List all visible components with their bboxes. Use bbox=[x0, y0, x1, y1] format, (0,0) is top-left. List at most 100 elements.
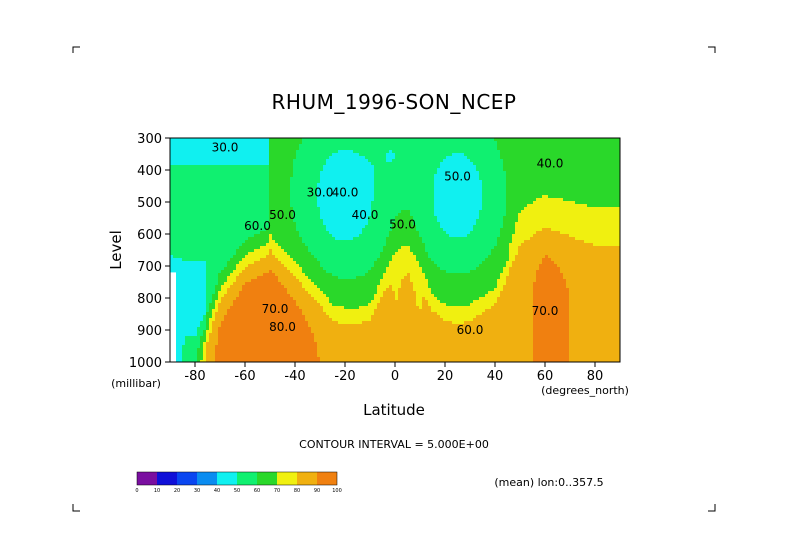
field-cell bbox=[209, 258, 213, 262]
field-cell bbox=[305, 249, 309, 253]
field-cell bbox=[362, 267, 366, 271]
field-cell bbox=[344, 213, 348, 217]
field-cell bbox=[323, 231, 327, 235]
field-cell bbox=[245, 237, 249, 241]
field-cell bbox=[338, 180, 342, 184]
field-cell bbox=[185, 234, 189, 238]
field-cell bbox=[293, 174, 297, 178]
field-cell bbox=[227, 264, 231, 268]
field-cell bbox=[236, 159, 240, 163]
field-cell bbox=[179, 297, 183, 301]
field-cell bbox=[326, 243, 330, 247]
field-cell bbox=[320, 255, 324, 259]
field-cell bbox=[209, 228, 213, 232]
field-cell bbox=[296, 315, 300, 319]
field-cell bbox=[293, 207, 297, 211]
field-cell bbox=[287, 267, 291, 271]
field-cell bbox=[209, 327, 213, 331]
field-cell bbox=[350, 231, 354, 235]
field-cell bbox=[329, 177, 333, 181]
field-cell bbox=[191, 144, 195, 148]
field-cell bbox=[254, 261, 258, 265]
field-cell bbox=[170, 144, 174, 148]
field-cell bbox=[287, 222, 291, 226]
field-cell bbox=[293, 147, 297, 151]
field-cell bbox=[251, 288, 255, 292]
field-cell bbox=[182, 291, 186, 295]
field-cell bbox=[341, 345, 345, 349]
field-cell bbox=[269, 216, 273, 220]
field-cell bbox=[344, 162, 348, 166]
field-cell bbox=[224, 213, 228, 217]
field-cell bbox=[215, 231, 219, 235]
field-cell bbox=[215, 210, 219, 214]
field-cell bbox=[281, 186, 285, 190]
field-cell bbox=[290, 348, 294, 352]
field-cell bbox=[314, 156, 318, 160]
field-cell bbox=[236, 264, 240, 268]
field-cell bbox=[170, 231, 174, 235]
field-cell bbox=[341, 285, 345, 289]
field-cell bbox=[185, 300, 189, 304]
field-cell bbox=[332, 264, 336, 268]
field-cell bbox=[320, 336, 324, 340]
field-cell bbox=[203, 174, 207, 178]
field-cell bbox=[302, 216, 306, 220]
field-cell bbox=[215, 189, 219, 193]
field-cell bbox=[269, 336, 273, 340]
field-cell bbox=[233, 357, 237, 361]
field-cell bbox=[257, 297, 261, 301]
field-cell bbox=[266, 309, 270, 313]
field-cell bbox=[203, 318, 207, 322]
field-cell bbox=[266, 306, 270, 310]
field-cell bbox=[353, 219, 357, 223]
field-cell bbox=[218, 246, 222, 250]
field-cell bbox=[272, 303, 276, 307]
field-cell bbox=[278, 309, 282, 313]
field-cell bbox=[197, 174, 201, 178]
field-cell bbox=[284, 276, 288, 280]
field-cell bbox=[290, 204, 294, 208]
field-cell bbox=[317, 204, 321, 208]
field-cell bbox=[320, 357, 324, 361]
field-cell bbox=[221, 180, 225, 184]
field-cell bbox=[176, 255, 180, 259]
field-cell bbox=[338, 195, 342, 199]
field-cell bbox=[335, 333, 339, 337]
field-cell bbox=[221, 186, 225, 190]
field-cell bbox=[209, 141, 213, 145]
field-cell bbox=[176, 186, 180, 190]
field-cell bbox=[290, 225, 294, 229]
field-cell bbox=[194, 342, 198, 346]
field-cell bbox=[215, 252, 219, 256]
field-cell bbox=[185, 360, 189, 362]
field-cell bbox=[311, 327, 315, 331]
field-cell bbox=[278, 270, 282, 274]
field-cell bbox=[305, 237, 309, 241]
field-cell bbox=[263, 144, 267, 148]
field-cell bbox=[326, 312, 330, 316]
field-cell bbox=[254, 309, 258, 313]
field-cell bbox=[323, 192, 327, 196]
field-cell bbox=[296, 333, 300, 337]
field-cell bbox=[362, 279, 366, 283]
field-cell bbox=[173, 186, 177, 190]
field-cell bbox=[362, 300, 366, 304]
field-cell bbox=[206, 234, 210, 238]
field-cell bbox=[209, 216, 213, 220]
field-cell bbox=[182, 189, 186, 193]
field-cell bbox=[191, 234, 195, 238]
field-cell bbox=[284, 174, 288, 178]
field-cell bbox=[221, 144, 225, 148]
field-cell bbox=[275, 234, 279, 238]
field-cell bbox=[197, 333, 201, 337]
field-cell bbox=[347, 261, 351, 265]
field-cell bbox=[338, 189, 342, 193]
field-cell bbox=[170, 156, 174, 160]
field-cell bbox=[284, 147, 288, 151]
field-cell bbox=[197, 345, 201, 349]
field-cell bbox=[308, 315, 312, 319]
field-cell bbox=[353, 279, 357, 283]
field-cell bbox=[332, 333, 336, 337]
field-cell bbox=[236, 186, 240, 190]
